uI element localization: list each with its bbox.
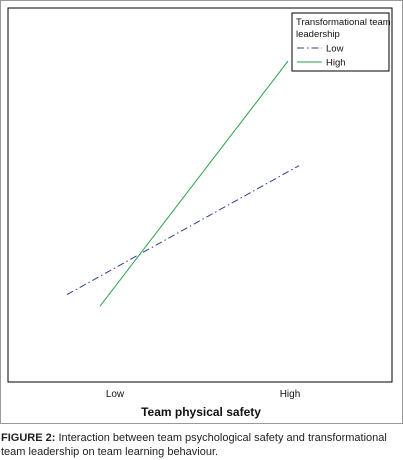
legend-title-line-2: leadership [296, 29, 340, 40]
x-tick-label-high: High [280, 389, 301, 400]
figure-caption: FIGURE 2: Interaction between team psych… [1, 431, 402, 459]
legend-title-line-1: Transformational team [296, 17, 391, 28]
x-axis-title: Team physical safety [141, 405, 261, 419]
legend-box [291, 12, 390, 72]
plot-area [7, 7, 393, 383]
series-line-low [66, 165, 300, 296]
x-tick-label-low: Low [106, 389, 125, 400]
series-line-high [99, 60, 289, 307]
interaction-line-chart: Low High Team physical safety Transformat… [7, 7, 393, 419]
caption-text: Interaction between team psychological s… [1, 432, 387, 458]
legend: Transformational team leadership Low High [291, 12, 391, 72]
caption-label: FIGURE 2: [1, 432, 56, 444]
legend-label-low: Low [326, 44, 344, 55]
legend-label-high: High [326, 58, 346, 69]
